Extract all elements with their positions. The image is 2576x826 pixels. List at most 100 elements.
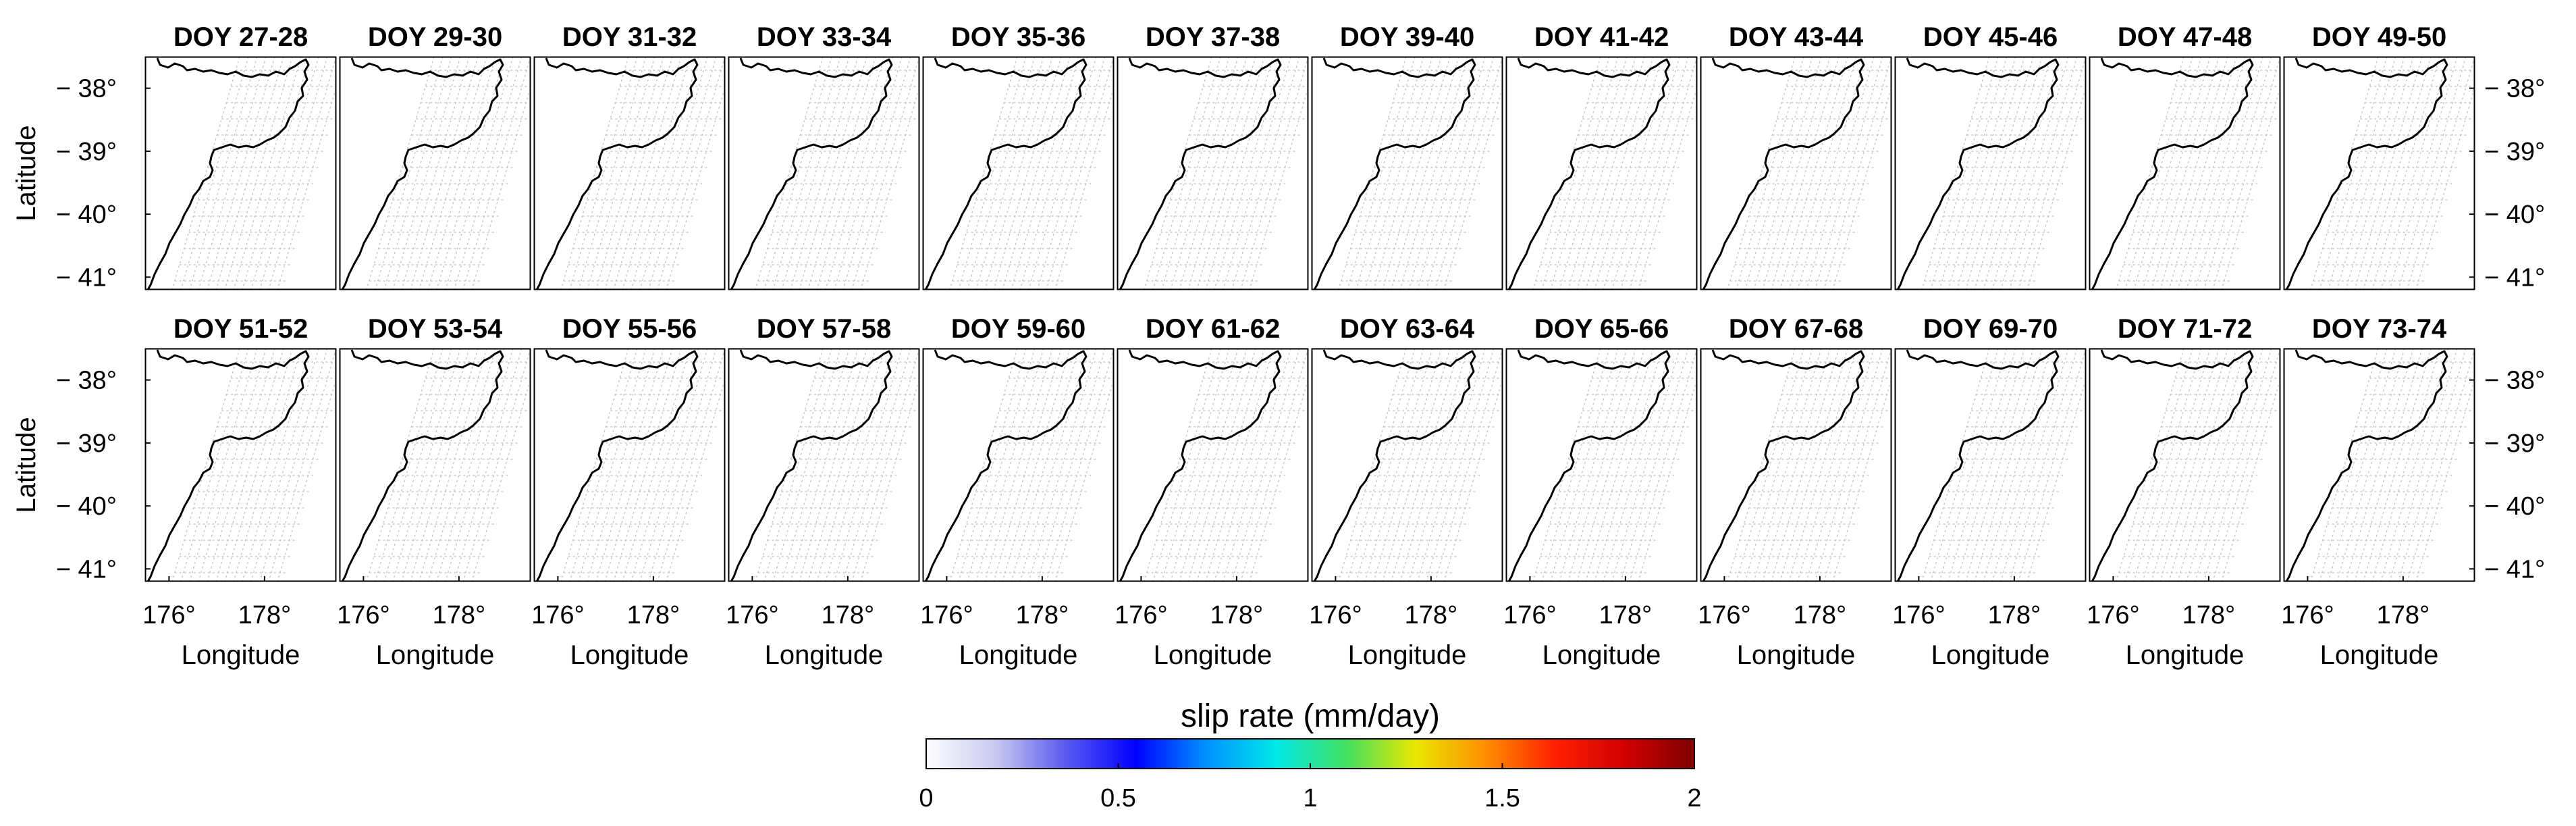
longitude-tick-label: 178°	[1599, 601, 1653, 629]
coastline	[341, 349, 504, 582]
panel-doy-63-64: DOY 63-64	[1311, 314, 1503, 582]
panel-map	[730, 349, 919, 582]
panel-background	[728, 57, 919, 290]
panel-title: DOY 51-52	[173, 314, 308, 344]
panel-background	[923, 349, 1114, 582]
panel-background	[1506, 57, 1697, 290]
panel-doy-53-54: DOY 53-54	[339, 314, 531, 582]
panel-frame	[2089, 348, 2281, 582]
colorbar-title: slip rate (mm/day)	[1181, 698, 1440, 734]
panel-doy-29-30: DOY 29-30	[339, 22, 531, 290]
panel-background	[1312, 349, 1503, 582]
panel-background	[1117, 349, 1308, 582]
panel-frame	[2283, 348, 2475, 582]
coastline	[730, 349, 893, 582]
latitude-tick-label-right: − 41°	[2484, 263, 2545, 292]
panel-map	[535, 349, 725, 582]
coastline	[535, 57, 699, 290]
panel-grid: DOY 27-28 DOY 29-30 DOY 31-32 DOY 33-34 DOY …	[144, 22, 2475, 582]
panel-frame	[1894, 348, 2087, 582]
panel-background	[340, 349, 531, 582]
panel-map	[1313, 57, 1503, 290]
panel-frame	[728, 348, 920, 582]
panel-map	[1896, 349, 2086, 582]
longitude-tick-label: 176°	[2087, 601, 2140, 629]
panel-frame	[533, 348, 726, 582]
coastline	[2091, 57, 2254, 290]
panel-background	[1895, 349, 2086, 582]
panel-title: DOY 45-46	[1923, 22, 2058, 52]
panel-doy-69-70: DOY 69-70	[1894, 314, 2087, 582]
panel-background	[1700, 349, 1891, 582]
longitude-tick-label: 176°	[2281, 601, 2334, 629]
panel-title: DOY 39-40	[1340, 22, 1474, 52]
panel-title: DOY 31-32	[562, 22, 697, 52]
panel-title: DOY 49-50	[2312, 22, 2446, 52]
latitude-tick-label-right: − 39°	[2484, 430, 2545, 458]
panel-doy-51-52: DOY 51-52	[144, 314, 337, 582]
longitude-tick-label: 176°	[142, 601, 196, 629]
longitude-tick-label: 176°	[1698, 601, 1751, 629]
xlabel: Longitude	[2320, 640, 2439, 670]
panel-title: DOY 61-62	[1146, 314, 1280, 344]
xlabel: Longitude	[1154, 640, 1272, 670]
latitude-tick-label-right: − 39°	[2484, 138, 2545, 166]
longitude-tick-label: 176°	[531, 601, 585, 629]
panel-map	[1507, 57, 1697, 290]
coastline	[924, 349, 1088, 582]
panel-map	[535, 57, 725, 290]
coastline	[2285, 57, 2448, 290]
panel-map	[341, 349, 531, 582]
panel-map	[1702, 57, 1891, 290]
xlabel: Longitude	[1542, 640, 1661, 670]
latitude-tick-label: − 39°	[56, 138, 117, 166]
colorbar: slip rate (mm/day) 0 0.5 1 1.5 2	[919, 698, 1701, 812]
panel-frame	[2283, 56, 2475, 290]
coastline	[2285, 349, 2448, 582]
panel-frame	[1505, 348, 1698, 582]
xlabel: Longitude	[1348, 640, 1467, 670]
panel-background	[1117, 57, 1308, 290]
panel-doy-67-68: DOY 67-68	[1700, 314, 1892, 582]
panel-map	[1702, 349, 1891, 582]
colorbar-tick-label: 1	[1303, 784, 1317, 812]
longitude-tick-label: 178°	[1988, 601, 2041, 629]
longitude-tick-label: 178°	[1405, 601, 1458, 629]
left-latitude-axes: − 38° − 39° − 40° − 41° Latitude − 38° − 39° − …	[11, 75, 151, 584]
panel-doy-41-42: DOY 41-42	[1505, 22, 1698, 290]
latitude-tick-label: − 41°	[56, 555, 117, 584]
panel-frame	[1311, 56, 1503, 290]
panel-background	[1895, 57, 2086, 290]
longitude-tick-label: 176°	[726, 601, 779, 629]
panel-map	[2285, 349, 2475, 582]
longitude-tick-label: 178°	[627, 601, 680, 629]
panel-map	[1119, 57, 1308, 290]
panel-doy-71-72: DOY 71-72	[2089, 314, 2281, 582]
panel-title: DOY 55-56	[562, 314, 697, 344]
panel-title: DOY 71-72	[2118, 314, 2252, 344]
panel-doy-47-48: DOY 47-48	[2089, 22, 2281, 290]
panel-map	[341, 57, 531, 290]
panel-frame	[1117, 348, 1309, 582]
coastline	[146, 57, 310, 290]
coastline	[1896, 57, 2060, 290]
longitude-tick-label: 178°	[2377, 601, 2430, 629]
latitude-tick-label: − 38°	[56, 367, 117, 395]
longitude-tick-label: 178°	[1016, 601, 1069, 629]
panel-map	[1896, 57, 2086, 290]
panel-doy-61-62: DOY 61-62	[1117, 314, 1309, 582]
panel-frame	[533, 56, 726, 290]
coastline	[924, 57, 1088, 290]
coastline	[1507, 349, 1671, 582]
panel-title: DOY 43-44	[1729, 22, 1864, 52]
panel-title: DOY 65-66	[1534, 314, 1669, 344]
panel-title: DOY 29-30	[368, 22, 502, 52]
longitude-tick-label: 178°	[822, 601, 875, 629]
latitude-tick-label-right: − 41°	[2484, 555, 2545, 584]
xlabel: Longitude	[1931, 640, 2050, 670]
coastline	[1702, 349, 1865, 582]
panel-title: DOY 57-58	[757, 314, 891, 344]
panel-background	[728, 349, 919, 582]
coastline	[1507, 57, 1671, 290]
colorbar-tick-label: 2	[1687, 784, 1701, 812]
